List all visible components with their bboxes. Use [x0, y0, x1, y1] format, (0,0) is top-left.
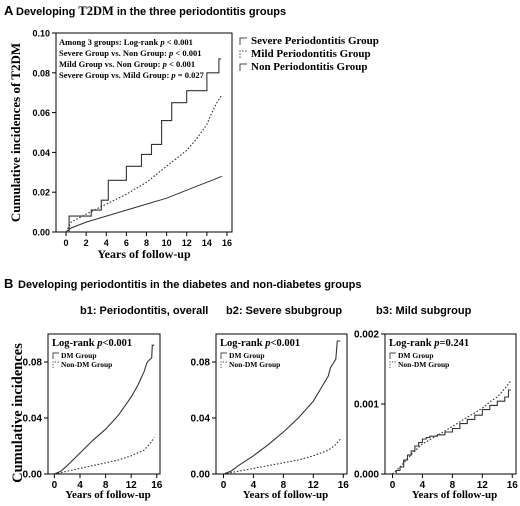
y-tick-label: 0.04	[32, 148, 50, 158]
series-line-non-dm-group	[392, 380, 512, 475]
charts-layer: 0.000.020.040.060.080.100 2 4 6 8 10 12 14 16Yea…	[8, 29, 518, 502]
chart-b2-xlabel: Years of follow-up	[243, 489, 329, 501]
x-tick-label: 6	[124, 238, 129, 248]
legend-swatch	[239, 50, 247, 58]
x-tick-label: 4	[420, 480, 426, 491]
series-line-non-periodontitis-group	[65, 175, 223, 233]
legend-label: DM Group	[61, 351, 97, 360]
panel-b-letter: B	[4, 276, 13, 291]
chart-b3-title: b3: Mild subgroup	[376, 305, 472, 317]
x-tick-label: 14	[202, 238, 212, 248]
stat-annotation: Severe Group vs. Mild Group: p = 0.027	[59, 70, 205, 80]
chart-b2-logrank: Log-rank p<0.001	[220, 338, 300, 349]
series-line-severe-periodontitis-group	[66, 58, 221, 233]
x-tick-label: 0	[390, 480, 396, 491]
panel-a-letter: A	[4, 3, 14, 18]
legend-label: Non-DM Group	[61, 360, 112, 369]
chart-b1-logrank: Log-rank p<0.001	[52, 338, 132, 349]
y-tick-label: 0.08	[191, 358, 211, 369]
x-tick-label: 16	[151, 480, 163, 491]
y-tick-label: 0.08	[32, 68, 50, 78]
chart-A-xlabel: Years of follow-up	[97, 247, 191, 261]
chart-b3-xlabel: Years of follow-up	[412, 489, 498, 501]
series-line-dm-group	[223, 340, 341, 475]
x-tick-label: 12	[126, 480, 138, 491]
y-tick-label: 0.00	[191, 470, 211, 481]
x-tick-label: 0	[64, 238, 69, 248]
series-line-non-dm-group	[54, 437, 155, 475]
y-tick-label: 0.00	[32, 228, 50, 238]
legend-label: Non-DM Group	[398, 360, 449, 369]
legend-label: DM Group	[229, 351, 265, 360]
panel-b-heading: Developing periodontitis in the diabetes…	[18, 279, 361, 291]
stat-annotation: Severe Group vs. Non Group: p < 0.001	[59, 48, 202, 58]
y-tick-label: 0.002	[354, 330, 379, 341]
chart-b3-logrank: Log-rank p=0.241	[389, 338, 469, 349]
legend-swatch	[389, 352, 396, 359]
y-tick-label: 0.08	[23, 358, 43, 369]
x-tick-label: 12	[477, 480, 489, 491]
series-line-dm-group	[54, 344, 155, 475]
x-tick-label: 12	[308, 480, 320, 491]
series-line-non-dm-group	[223, 438, 341, 475]
legend-label: Mild Periodontitis Group	[251, 48, 371, 60]
chart-b2-title: b2: Severe sbubgroup	[226, 305, 342, 317]
x-tick-label: 8	[103, 480, 109, 491]
legend-swatch	[239, 63, 247, 71]
chart-b2-frame	[215, 333, 348, 475]
panel-a-heading-t2dm: T2DM	[78, 4, 114, 18]
x-tick-label: 8	[450, 480, 456, 491]
series-line-mild-periodontitis-group	[65, 94, 223, 233]
series-line-dm-group	[392, 389, 511, 475]
legend-swatch	[220, 361, 227, 368]
legend-swatch	[52, 361, 59, 368]
panel-a-heading: Developing T2DM in the three periodontit…	[16, 4, 286, 18]
panel-a-heading-suffix: in the three periodontitis groups	[117, 6, 286, 18]
x-tick-label: 16	[507, 480, 519, 491]
x-tick-label: 10	[162, 238, 172, 248]
chart-b1-frame	[47, 333, 161, 475]
stat-annotation: Mild Group vs. Non Group: p < 0.001	[59, 59, 195, 69]
y-tick-label: 0.000	[354, 470, 379, 481]
chart-b2: 0.00 0.04 0.08 0 4 8 12 16 Years of follow-up Log…	[191, 333, 350, 501]
panel-b-shared-ylabel: Cumulative incidences	[10, 343, 26, 483]
x-tick-label: 16	[222, 238, 232, 248]
legend-swatch	[52, 352, 59, 359]
legend-label: Non Periodontitis Group	[251, 61, 368, 73]
y-tick-label: 0.04	[23, 414, 43, 425]
chart-b1-title: b1: Periodontitis, overall	[80, 305, 208, 317]
stat-annotation: Among 3 groups: Log-rank p < 0.001	[59, 37, 193, 47]
panel-a-heading-prefix: Developing	[16, 6, 75, 18]
x-tick-label: 4	[104, 238, 109, 248]
x-tick-label: 8	[281, 480, 287, 491]
legend-label: Non-DM Group	[229, 360, 280, 369]
y-tick-label: 0.06	[32, 108, 50, 118]
legend-label: Severe Periodontitis Group	[251, 35, 379, 47]
x-tick-label: 0	[52, 480, 58, 491]
x-tick-label: 16	[338, 480, 350, 491]
chart-A-ylabel: Cumulative incidences of T2DM	[8, 43, 23, 222]
x-tick-label: 4	[251, 480, 257, 491]
legend-swatch	[389, 361, 396, 368]
chart-A-frame	[55, 32, 233, 233]
y-tick-label: 0.02	[32, 188, 50, 198]
chart-b1-xlabel: Years of follow-up	[65, 489, 151, 501]
x-tick-label: 8	[144, 238, 149, 248]
legend-label: DM Group	[398, 351, 434, 360]
chart-A: 0.00 0.02 0.04 0.06 0.08 0.10 0 2 4 6 8 10 12 14 16 Yea…	[8, 29, 379, 262]
y-tick-label: 0.04	[191, 414, 211, 425]
x-tick-label: 0	[221, 480, 227, 491]
x-tick-label: 4	[77, 480, 83, 491]
chart-b3: 0.000 0.001 0.002 0 4 8 12 16 Years of follow-up…	[354, 330, 518, 502]
y-tick-label: 0.10	[32, 29, 50, 39]
legend-swatch	[239, 37, 247, 45]
x-tick-label: 2	[84, 238, 89, 248]
y-tick-label: 0.00	[23, 470, 43, 481]
y-tick-label: 0.001	[354, 400, 379, 411]
legend-swatch	[220, 352, 227, 359]
x-tick-label: 12	[182, 238, 192, 248]
